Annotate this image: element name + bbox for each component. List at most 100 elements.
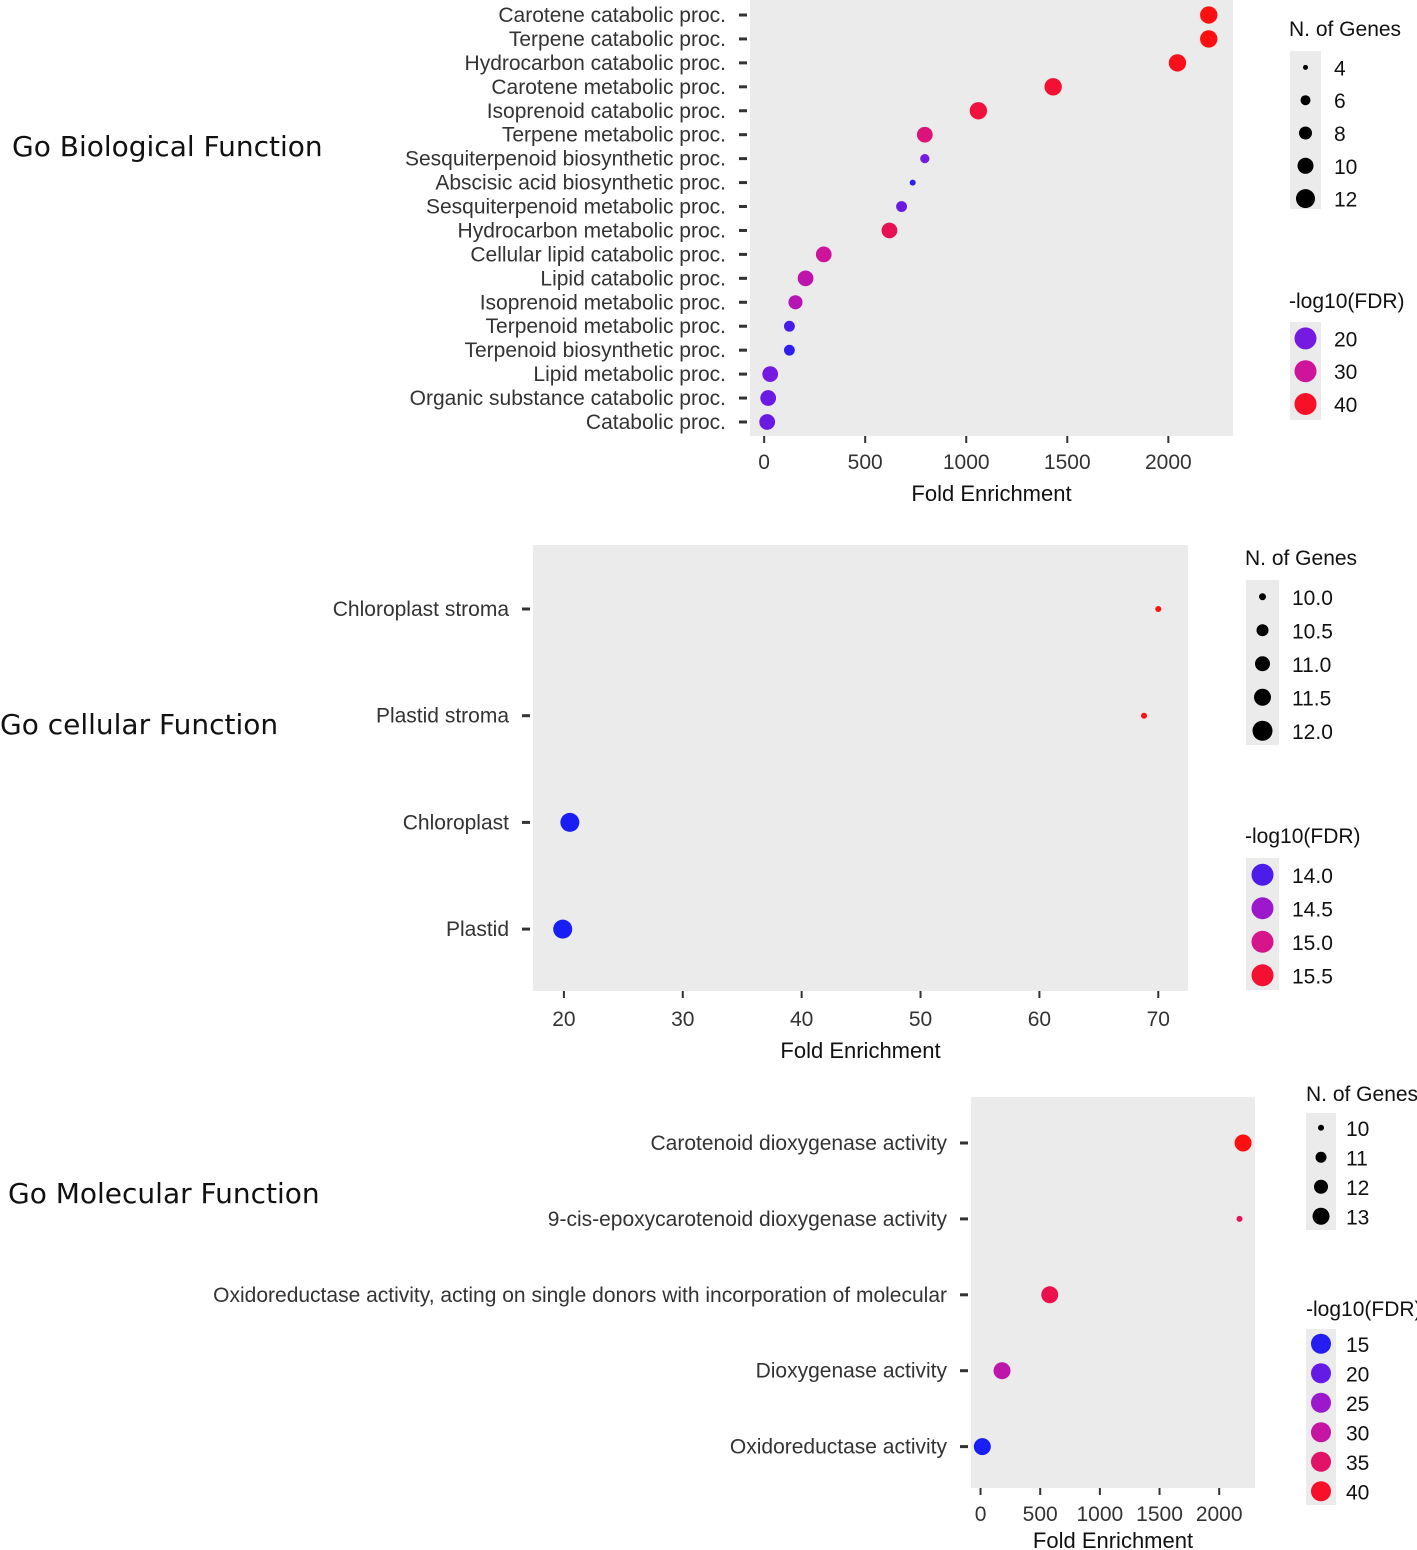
color-legend-dot	[1294, 327, 1317, 350]
data-point-9-cis-epoxycarotenoid-dioxygenase-activi	[1236, 1215, 1243, 1222]
size-legend-label: 12	[1346, 1177, 1369, 1200]
color-legend-dot	[1311, 1481, 1331, 1502]
size-legend-dot	[1300, 95, 1311, 106]
color-legend-label: 20	[1346, 1363, 1369, 1386]
data-point-carotenoid-dioxygenase-activity	[1234, 1134, 1252, 1152]
size-legend-label: 10	[1346, 1118, 1369, 1141]
color-legend-title: -log10(FDR)	[1306, 1298, 1417, 1321]
color-legend-label: 15.5	[1292, 965, 1333, 988]
size-legend-title: N. of Genes	[1289, 18, 1401, 41]
category-label-terpene-catabolic-proc: Terpene catabolic proc.	[509, 28, 726, 51]
section-title: Go Biological Function	[12, 130, 323, 163]
data-point-plastid-stroma	[1141, 712, 1148, 719]
color-legend-label: 14.5	[1292, 898, 1333, 921]
size-legend-label: 12.0	[1292, 721, 1333, 744]
plot-panel	[971, 1097, 1255, 1488]
data-point-sesquiterpenoid-biosynthetic-proc	[920, 154, 930, 164]
category-label-oxidoreductase-activity: Oxidoreductase activity	[730, 1436, 948, 1459]
color-legend-label: 30	[1346, 1422, 1369, 1445]
data-point-organic-substance-catabolic-proc	[760, 390, 777, 406]
size-legend-label: 6	[1334, 90, 1346, 113]
plot-panel	[533, 545, 1188, 991]
x-axis-title: Fold Enrichment	[1033, 1528, 1193, 1550]
x-axis-title: Fold Enrichment	[780, 1038, 940, 1063]
color-legend-label: 40	[1346, 1481, 1369, 1504]
category-label-hydrocarbon-catabolic-proc: Hydrocarbon catabolic proc.	[465, 52, 726, 75]
cellular-function-chart: Go cellular Function Chloroplast stroma Pl…	[0, 545, 1361, 1063]
x-axis-title: Fold Enrichment	[911, 481, 1071, 506]
category-label-terpenoid-metabolic-proc: Terpenoid metabolic proc.	[486, 315, 726, 338]
x-tick-label-70: 70	[1147, 1008, 1170, 1031]
size-legend-dot	[1299, 126, 1312, 140]
color-legend-label: 35	[1346, 1452, 1369, 1475]
data-point-terpenoid-biosynthetic-proc	[783, 344, 795, 356]
category-label-organic-substance-catabolic-proc: Organic substance catabolic proc.	[410, 387, 726, 410]
category-label-isoprenoid-metabolic-proc: Isoprenoid metabolic proc.	[480, 291, 726, 314]
x-tick-label-2000: 2000	[1145, 451, 1192, 474]
size-legend-label: 10.0	[1292, 587, 1333, 610]
x-tick-label-2000: 2000	[1196, 1503, 1243, 1526]
category-label-hydrocarbon-metabolic-proc: Hydrocarbon metabolic proc.	[458, 219, 726, 242]
category-label-cellular-lipid-catabolic-proc: Cellular lipid catabolic proc.	[470, 243, 726, 266]
section-title: Go cellular Function	[0, 708, 278, 741]
color-legend-dot	[1294, 393, 1317, 415]
category-label-terpene-metabolic-proc: Terpene metabolic proc.	[502, 124, 726, 147]
data-point-isoprenoid-catabolic-proc	[969, 102, 988, 120]
category-label-catabolic-proc: Catabolic proc.	[586, 411, 726, 434]
color-legend-title: -log10(FDR)	[1289, 290, 1405, 313]
data-point-carotene-catabolic-proc	[1200, 6, 1218, 24]
x-tick-label-1000: 1000	[943, 451, 990, 474]
data-point-terpene-metabolic-proc	[916, 126, 933, 143]
data-point-terpene-catabolic-proc	[1200, 30, 1218, 48]
size-legend-label: 10.5	[1292, 620, 1333, 643]
size-legend-dot	[1255, 656, 1270, 672]
data-point-sesquiterpenoid-metabolic-proc	[896, 201, 908, 212]
color-legend-dot	[1311, 1451, 1331, 1472]
category-label-plastid: Plastid	[446, 918, 509, 941]
size-legend-label: 8	[1334, 123, 1346, 146]
color-legend-keys	[1306, 1329, 1336, 1505]
size-legend-label: 11	[1346, 1147, 1368, 1170]
color-legend-label: 30	[1334, 361, 1357, 384]
color-legend-dot	[1251, 863, 1274, 886]
category-label-oxidoreductase-activity-acting-on-single: Oxidoreductase activity, acting on singl…	[213, 1284, 947, 1307]
size-legend-dot	[1296, 189, 1315, 209]
x-tick-label-30: 30	[671, 1008, 694, 1031]
size-legend-label: 10	[1334, 156, 1357, 179]
size-legend-dot	[1314, 1179, 1328, 1194]
data-point-lipid-metabolic-proc	[762, 366, 779, 382]
section-title: Go Molecular Function	[8, 1177, 320, 1210]
x-tick-label-500: 500	[1023, 1503, 1058, 1526]
color-legend-dot	[1294, 360, 1317, 383]
size-legend-dot	[1256, 624, 1269, 637]
data-point-hydrocarbon-metabolic-proc	[881, 222, 898, 239]
color-legend-dot	[1311, 1392, 1331, 1413]
size-legend-dot	[1315, 1151, 1327, 1163]
color-legend-dot	[1251, 930, 1274, 953]
data-point-cellular-lipid-catabolic-proc	[815, 246, 832, 263]
x-tick-label-40: 40	[790, 1008, 813, 1031]
color-legend-label: 15.0	[1292, 932, 1333, 955]
category-label-dioxygenase-activity: Dioxygenase activity	[756, 1360, 948, 1383]
size-legend-dot	[1259, 593, 1266, 601]
size-legend-label: 4	[1334, 57, 1346, 80]
data-point-isoprenoid-metabolic-proc	[788, 295, 803, 310]
color-legend-label: 20	[1334, 328, 1357, 351]
data-point-chloroplast	[560, 812, 580, 832]
data-point-abscisic-acid-biosynthetic-proc	[909, 179, 916, 186]
category-label-chloroplast: Chloroplast	[403, 811, 509, 834]
size-legend-label: 12	[1334, 189, 1357, 212]
plot-panel	[750, 0, 1233, 436]
data-point-catabolic-proc	[759, 414, 776, 430]
category-label-sesquiterpenoid-metabolic-proc: Sesquiterpenoid metabolic proc.	[426, 196, 726, 219]
size-legend-dot	[1297, 157, 1314, 174]
x-tick-label-500: 500	[848, 451, 883, 474]
color-legend-label: 25	[1346, 1393, 1369, 1416]
category-label-isoprenoid-catabolic-proc: Isoprenoid catabolic proc.	[487, 100, 726, 123]
data-point-oxidoreductase-activity-acting-on-single	[1041, 1286, 1059, 1304]
category-label-chloroplast-stroma: Chloroplast stroma	[333, 598, 510, 621]
color-legend-title: -log10(FDR)	[1245, 825, 1361, 848]
x-tick-label-1000: 1000	[1077, 1503, 1124, 1526]
size-legend-label: 11.0	[1292, 654, 1331, 677]
category-label-carotenoid-dioxygenase-activity: Carotenoid dioxygenase activity	[650, 1132, 947, 1155]
